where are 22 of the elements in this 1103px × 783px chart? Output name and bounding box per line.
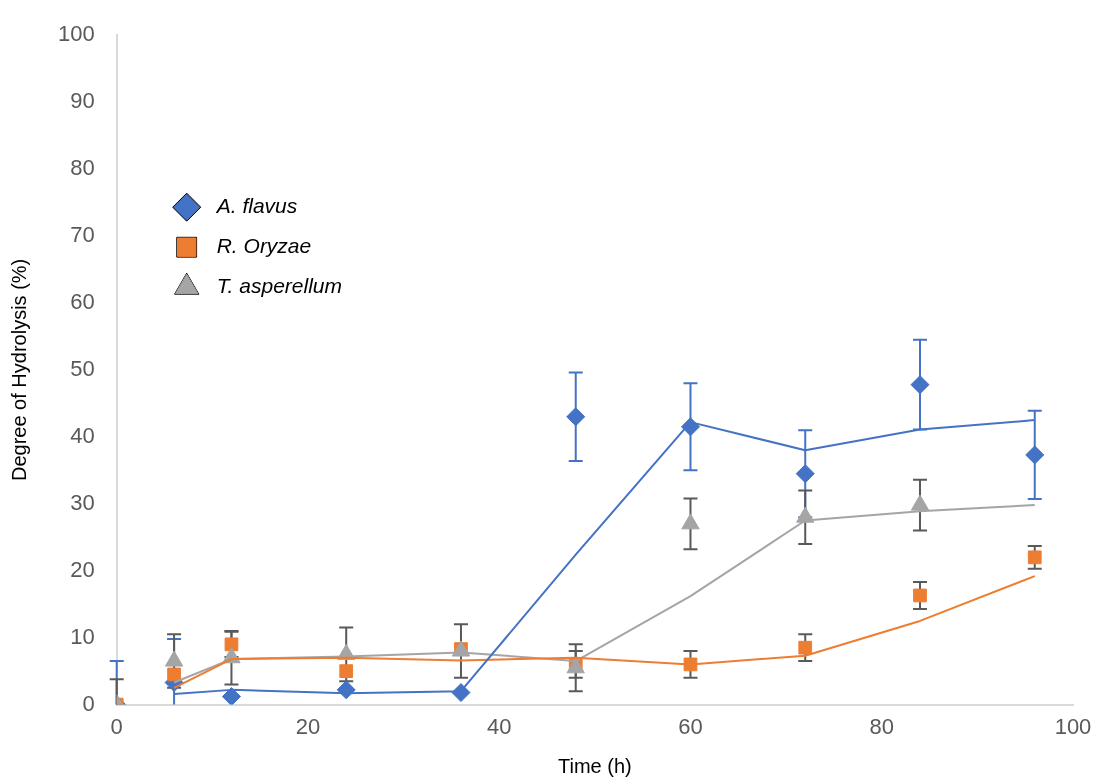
y-axis-title: Degree of Hydrolysis (%) [7,258,30,482]
y-tick-label: 0 [82,690,95,716]
x-tick-label: 40 [486,713,512,739]
x-axis-title: Time (h) [558,754,632,777]
x-tick-label: 100 [1054,713,1092,739]
y-tick-label: 40 [70,422,95,448]
y-tick-label: 100 [57,21,95,47]
x-tick-label: 20 [295,713,321,739]
y-tick-label: 30 [70,489,95,515]
y-tick-label: 20 [70,556,95,582]
x-tick-label: 60 [678,713,703,739]
y-tick-label: 70 [70,222,95,248]
y-tick-label: 90 [70,88,95,114]
y-tick-label: 10 [70,623,95,649]
legend-label: R. Oryzae [216,234,312,258]
x-tick-label: 80 [869,713,894,739]
x-tick-label: 0 [110,713,123,739]
legend-label: A. flavus [214,194,298,218]
y-tick-label: 60 [70,289,95,315]
y-tick-label: 80 [70,155,95,181]
legend-label: T. asperellum [216,274,342,298]
y-tick-label: 50 [70,355,95,381]
